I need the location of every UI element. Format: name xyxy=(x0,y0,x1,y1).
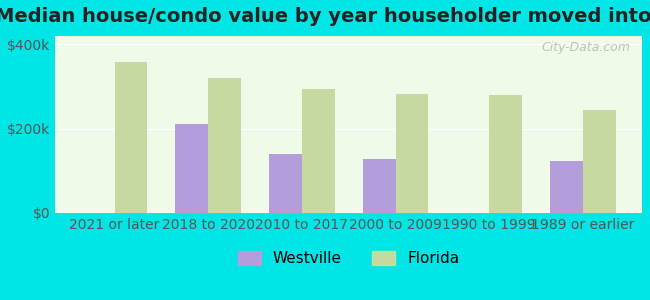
Bar xyxy=(363,159,396,213)
Title: Median house/condo value by year householder moved into unit: Median house/condo value by year househo… xyxy=(0,7,650,26)
Bar xyxy=(583,110,616,213)
Bar xyxy=(176,124,208,213)
Legend: Westville, Florida: Westville, Florida xyxy=(231,245,466,273)
Bar xyxy=(208,78,241,213)
Bar xyxy=(302,88,335,213)
Bar xyxy=(550,161,583,213)
Text: City-Data.com: City-Data.com xyxy=(541,41,630,54)
Bar xyxy=(269,154,302,213)
Bar xyxy=(396,94,428,213)
Bar xyxy=(489,95,522,213)
Bar xyxy=(114,62,148,213)
